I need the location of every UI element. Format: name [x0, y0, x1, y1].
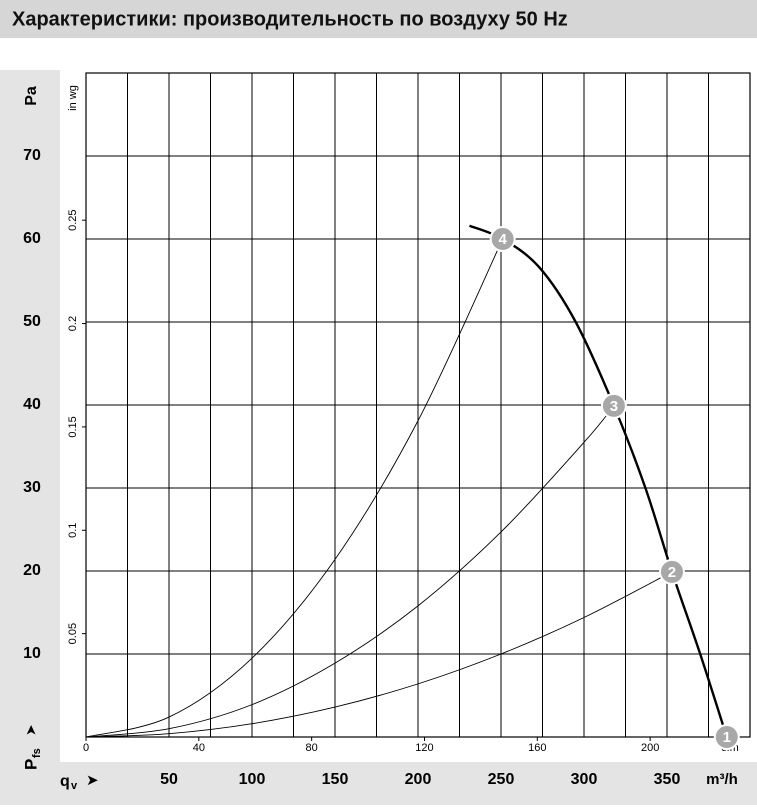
x-tick-label: 150 — [322, 771, 349, 788]
x-tick-label: 100 — [239, 771, 266, 788]
operating-point — [713, 724, 740, 750]
x-tick-label: 350 — [654, 771, 681, 788]
y2-tick-label: 0.2 — [67, 316, 79, 331]
operating-point — [658, 558, 685, 585]
y2-tick-label: 0.15 — [67, 416, 79, 437]
x2-tick-label: 0 — [83, 742, 89, 754]
operating-point-label: 4 — [498, 231, 507, 248]
left-band — [0, 70, 60, 805]
operating-point-label: 2 — [668, 564, 676, 581]
x2-tick-label: 160 — [528, 742, 546, 754]
x-tick-label: 50 — [160, 771, 178, 788]
curve — [85, 405, 615, 738]
x2-tick-label: 120 — [415, 742, 433, 754]
operating-point — [600, 392, 627, 419]
arrow: ➤ — [86, 772, 99, 789]
chart-title: Характеристики: производительность по во… — [12, 8, 568, 30]
x2-tick-label: 40 — [193, 742, 205, 754]
operating-point — [489, 226, 516, 252]
x-tick-label: 200 — [405, 771, 432, 788]
curve — [85, 238, 504, 738]
x-title-sub: v — [71, 780, 78, 792]
y-axis-title: P fs ➤ — [21, 724, 42, 770]
x-title-main: q — [60, 773, 70, 790]
y-tick-label: 30 — [23, 479, 41, 496]
x-tick-label: 250 — [488, 771, 515, 788]
bottom-band — [0, 762, 757, 805]
y-tick-label: 50 — [23, 313, 41, 330]
plot-frame — [85, 72, 751, 738]
x2-tick-label: 80 — [306, 742, 318, 754]
y2-unit: in wg — [67, 85, 79, 111]
y2-tick-label: 0.1 — [67, 523, 79, 538]
y-tick-label: 40 — [23, 396, 41, 413]
arrow: ➤ — [23, 724, 39, 736]
title-bar — [0, 0, 757, 38]
operating-point-label: 3 — [610, 398, 618, 415]
x-unit: m³/h — [706, 771, 738, 788]
curve — [85, 571, 673, 738]
y-tick-label: 60 — [23, 230, 41, 247]
curve — [469, 224, 728, 738]
y2-tick-label: 0.05 — [67, 623, 79, 644]
y-unit: Pa — [23, 86, 40, 106]
y2-tick-label: 0.25 — [67, 209, 79, 230]
operating-point-label: 1 — [723, 729, 731, 746]
x-tick-label: 300 — [571, 771, 598, 788]
y-title-main: P — [21, 759, 40, 770]
y-tick-label: 20 — [23, 562, 41, 579]
x2-tick-label: 200 — [641, 742, 659, 754]
y-tick-label: 70 — [23, 147, 41, 164]
y-tick-label: 10 — [23, 645, 41, 662]
y-title-sub: fs — [31, 748, 43, 758]
